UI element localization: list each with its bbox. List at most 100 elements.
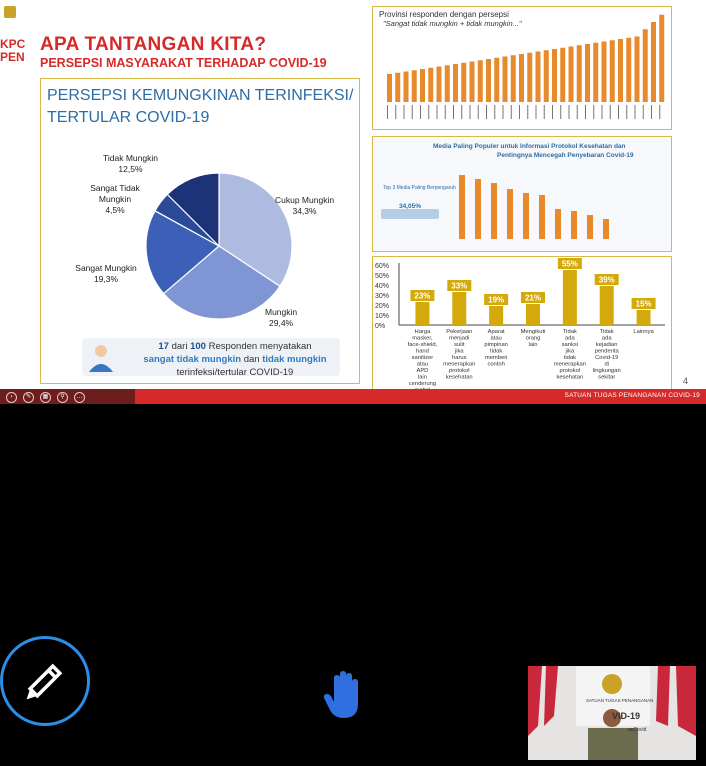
province-tick-label: [527, 105, 529, 119]
pie-slice-4: [166, 172, 220, 248]
top3-value: 34,05%: [399, 203, 422, 210]
video-background: [528, 666, 696, 760]
pen-icon: [26, 663, 63, 700]
province-bar: [403, 71, 409, 102]
province-tick-label: [618, 105, 619, 119]
province-bar: [535, 51, 541, 102]
obstacle-bar: [452, 292, 467, 325]
province-bar: [411, 70, 417, 102]
province-bar: [634, 36, 640, 102]
province-bar: [659, 14, 665, 102]
data-label-bg: [410, 290, 435, 301]
video-banner-text: SATUAN TUGAS PENANGANAN: [586, 698, 654, 703]
data-label-bg: [484, 294, 509, 305]
province-bar: [593, 42, 599, 102]
video-tag: anCovid: [628, 727, 647, 733]
media-bar: [523, 193, 529, 239]
category-label: sanksi: [562, 342, 578, 348]
province-tick-label: [576, 105, 578, 119]
category-label: Aparat: [488, 329, 505, 335]
province-tick-label: [477, 105, 479, 119]
presenter-video-thumbnail[interactable]: SATUAN TUGAS PENANGANAN VID-19 anCovid: [528, 666, 696, 760]
province-bar-chart: [387, 14, 665, 119]
category-label: Covid-19: [595, 355, 618, 361]
province-tick-label: [510, 105, 512, 119]
category-label: jika: [454, 349, 464, 355]
obstacle-bar: [562, 270, 577, 325]
category-label: Harga: [415, 329, 432, 335]
category-label: ada: [602, 336, 612, 342]
province-bar: [420, 69, 425, 102]
category-label: hand: [416, 349, 429, 355]
obstacles-chart-panel: 60% 50% 40% 30% 20% 10% 0% 23% Harga masker, face-…: [372, 256, 672, 392]
data-label: 21%: [525, 294, 541, 303]
province-tick-label: [626, 105, 628, 119]
previous-slide-icon[interactable]: ‹: [6, 392, 17, 403]
province-chart-title: Provinsi responden dengan persepsi: [379, 10, 509, 19]
data-label-bg: [447, 280, 472, 291]
pen-tool-icon[interactable]: ✎: [23, 392, 34, 403]
category-label: atau: [490, 336, 501, 342]
province-bar: [502, 56, 508, 102]
panel-title-line2: TERTULAR COVID-19: [47, 109, 210, 126]
category-label: contoh: [487, 362, 504, 368]
province-tick-label: [428, 105, 430, 119]
province-bar: [552, 49, 557, 102]
province-tick-label: [494, 105, 496, 119]
province-chart-subtitle: "Sangat tidak mungkin + tidak mungkin...…: [383, 19, 522, 28]
category-label: Tidak: [563, 329, 577, 335]
province-tick-label: [543, 105, 545, 119]
province-tick-label: [560, 105, 562, 119]
raise-hand-icon[interactable]: [322, 670, 366, 722]
pie-slice-1: [162, 245, 281, 320]
obstacle-bar: [489, 306, 504, 325]
province-bar: [486, 59, 491, 102]
category-label: kejadian: [596, 342, 618, 348]
more-options-icon[interactable]: …: [74, 392, 85, 403]
pie-label-cukup-mungkin: Cukup Mungkin 34,3%: [275, 195, 335, 216]
page-number: 4: [682, 376, 688, 386]
data-label: 33%: [451, 282, 467, 291]
province-bar: [585, 44, 590, 102]
category-label: sulit: [454, 342, 465, 348]
slides-grid-icon[interactable]: ▦: [40, 392, 51, 403]
category-label: ada: [565, 336, 575, 342]
province-tick-label: [461, 105, 463, 119]
category-label: lain: [418, 375, 427, 381]
category-label: kesehatan: [556, 375, 583, 381]
media-bar: [491, 183, 497, 239]
province-bar: [601, 41, 607, 102]
province-tick-label: [420, 105, 421, 119]
respondent-note: 17 dari 100 Responden menyatakan sangat …: [143, 341, 327, 378]
media-bar: [507, 189, 513, 239]
category-label: memberi: [485, 355, 508, 361]
category-label: penderita: [595, 349, 620, 355]
zoom-icon[interactable]: ⚲: [57, 392, 68, 403]
media-bar: [555, 209, 561, 239]
category-label: lingkungan: [593, 368, 621, 374]
province-bar: [453, 64, 458, 102]
media-bar: [587, 215, 593, 239]
data-label: 55%: [562, 260, 578, 269]
province-bar: [609, 40, 615, 102]
province-tick-label: [486, 105, 487, 119]
category-label: tidak: [490, 349, 502, 355]
category-label: atau: [417, 362, 428, 368]
annotate-pen-button[interactable]: [0, 636, 90, 726]
province-bar: [387, 74, 392, 102]
province-bar: [436, 66, 442, 102]
category-label: kesehatan: [446, 375, 473, 381]
media-bar: [539, 195, 545, 239]
province-tick-label: [634, 105, 636, 119]
obstacle-bar: [415, 302, 430, 325]
category-label: orang: [526, 336, 541, 342]
pie-label-sangat-mungkin: Sangat Mungkin 19,3%: [75, 263, 137, 284]
province-tick-label: [552, 105, 553, 119]
logo-line-1: KPC: [0, 37, 26, 51]
y-tick-label: 40%: [375, 283, 389, 290]
province-tick-label: [436, 105, 438, 119]
province-bar: [494, 57, 500, 102]
province-bar: [477, 60, 483, 102]
category-label: menjadi: [449, 336, 469, 342]
province-tick-label: [609, 105, 611, 119]
